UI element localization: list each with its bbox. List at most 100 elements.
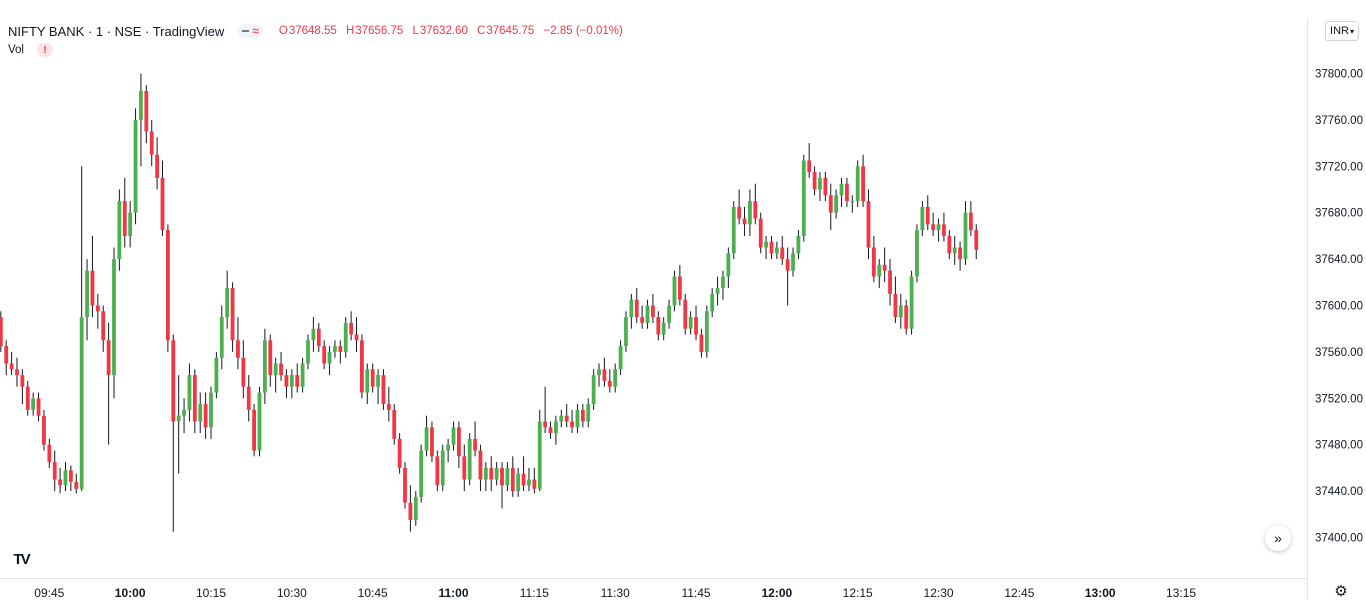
candle xyxy=(715,276,720,306)
gear-icon[interactable]: ⚙ xyxy=(1334,582,1348,600)
candle xyxy=(289,369,294,399)
candle xyxy=(812,166,817,196)
y-tick-label: 37400.00 xyxy=(1315,533,1363,545)
x-tick-label: 10:45 xyxy=(358,586,388,600)
price-axis[interactable]: 37400.00 37440.00 37480.00 37520.00 37560.00… xyxy=(1315,69,1363,545)
candle-body xyxy=(812,172,817,190)
candle-body xyxy=(527,479,531,486)
candle xyxy=(554,415,558,445)
candle xyxy=(958,241,962,271)
candle-body xyxy=(521,473,526,486)
candle-body xyxy=(149,131,154,155)
currency-selector[interactable]: INR ▾ xyxy=(1325,21,1359,41)
candle-body xyxy=(101,311,106,341)
candle xyxy=(214,351,219,399)
y-tick-label: 37800.00 xyxy=(1315,69,1363,81)
scroll-to-realtime-button[interactable]: » xyxy=(1265,525,1291,551)
legend-toggle-pill[interactable]: ≈ xyxy=(238,24,263,38)
tradingview-logo-icon[interactable]: TV xyxy=(13,550,30,568)
candle-body xyxy=(133,119,138,213)
candle xyxy=(845,177,849,207)
candle-body xyxy=(52,462,57,480)
candle-body xyxy=(467,438,472,480)
candle-body xyxy=(828,195,833,213)
candle xyxy=(591,369,596,410)
candle-body xyxy=(457,427,461,457)
candle xyxy=(182,398,186,434)
candle xyxy=(688,311,693,335)
candle-body xyxy=(850,201,855,203)
candle-body xyxy=(289,375,294,387)
candle-body xyxy=(570,421,574,428)
candle xyxy=(354,317,359,352)
time-axis[interactable]: 09:3009:4510:0010:1510:3010:4511:0011:15… xyxy=(0,586,1196,600)
candle xyxy=(392,404,397,445)
candle-body xyxy=(322,346,327,364)
candle-body xyxy=(699,334,704,352)
candle-body xyxy=(818,177,822,190)
candle xyxy=(112,247,116,399)
candle xyxy=(575,404,580,434)
y-tick-label: 37480.00 xyxy=(1315,440,1363,452)
candle xyxy=(63,462,68,492)
candle xyxy=(42,409,46,451)
candle xyxy=(532,467,537,494)
candle-body xyxy=(90,270,95,306)
high-value: 37656.75 xyxy=(355,25,404,37)
candle xyxy=(306,334,310,370)
candle xyxy=(230,282,235,352)
candle-body xyxy=(106,340,111,376)
candle-body xyxy=(20,375,25,387)
candle xyxy=(359,334,364,399)
candle xyxy=(645,299,650,329)
minus-icon xyxy=(242,30,250,32)
candle xyxy=(791,247,795,277)
candle xyxy=(613,363,618,393)
candle xyxy=(403,462,407,509)
candle-body xyxy=(898,305,903,318)
candle-body xyxy=(796,235,801,254)
candle-body xyxy=(888,270,892,294)
candle-body xyxy=(694,317,698,335)
candle-body xyxy=(597,369,601,376)
candle xyxy=(823,172,828,202)
candle-body xyxy=(958,247,962,260)
candle xyxy=(165,224,170,352)
candle xyxy=(699,328,704,358)
candle xyxy=(225,270,230,329)
candle xyxy=(920,201,925,236)
volume-label[interactable]: Vol xyxy=(8,44,24,56)
candle xyxy=(133,108,138,225)
symbol-title[interactable]: NIFTY BANK · 1 · NSE · TradingView xyxy=(8,23,225,39)
candle xyxy=(419,444,424,503)
warning-icon[interactable]: ! xyxy=(37,43,53,57)
candle xyxy=(947,230,952,260)
candle xyxy=(521,456,526,492)
candle-body xyxy=(424,427,429,451)
close-value: 37645.75 xyxy=(486,25,535,37)
candle xyxy=(440,444,445,492)
candle-body xyxy=(575,409,580,428)
candle xyxy=(381,369,386,410)
candle xyxy=(209,386,213,439)
candle xyxy=(780,235,785,265)
candle-body xyxy=(801,160,806,236)
candle xyxy=(974,224,979,260)
candle-body xyxy=(893,293,898,318)
candle xyxy=(548,421,553,439)
candle-body xyxy=(403,467,407,503)
candle xyxy=(376,369,380,405)
candle-body xyxy=(246,386,251,410)
candle-body xyxy=(192,375,197,422)
candle xyxy=(489,456,494,492)
candle-body xyxy=(446,444,451,451)
candle xyxy=(279,351,283,381)
candle-body xyxy=(931,224,936,231)
candle xyxy=(171,334,176,532)
candle xyxy=(462,444,467,492)
candle-body xyxy=(25,386,30,410)
candle xyxy=(365,363,370,405)
candle-body xyxy=(532,479,537,489)
x-tick-label: 10:30 xyxy=(277,586,307,600)
